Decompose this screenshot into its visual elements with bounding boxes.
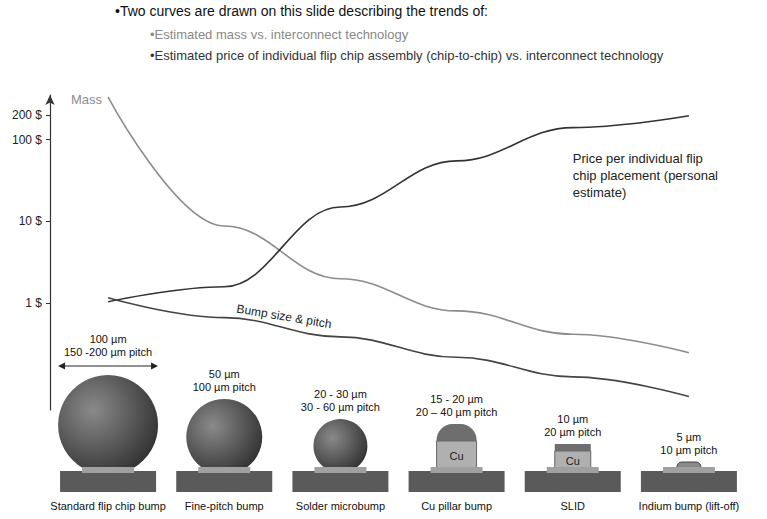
svg-text:Bump size & pitch: Bump size & pitch: [236, 302, 333, 332]
svg-text:100 µm: 100 µm: [90, 333, 127, 345]
svg-text:Indium bump (lift-off): Indium bump (lift-off): [639, 500, 740, 512]
svg-text:•Estimated mass vs. interconne: •Estimated mass vs. interconnect technol…: [150, 27, 409, 42]
svg-text:Cu: Cu: [566, 455, 580, 467]
svg-text:Fine-pitch bump: Fine-pitch bump: [185, 500, 264, 512]
svg-text:Cu pillar bump: Cu pillar bump: [421, 500, 492, 512]
svg-text:Mass: Mass: [71, 92, 103, 107]
svg-text:20 - 30 µm: 20 - 30 µm: [314, 388, 367, 400]
svg-text:20 – 40 µm pitch: 20 – 40 µm pitch: [416, 406, 498, 418]
svg-text:10 µm: 10 µm: [557, 413, 588, 425]
svg-text:SLID: SLID: [561, 500, 586, 512]
svg-text:chip placement (personal: chip placement (personal: [573, 168, 722, 183]
svg-text:estimate): estimate): [573, 185, 626, 200]
svg-text:100 µm pitch: 100 µm pitch: [193, 381, 256, 393]
svg-text:Solder microbump: Solder microbump: [296, 500, 385, 512]
svg-text:1 $: 1 $: [25, 296, 42, 310]
svg-text:15 - 20 µm: 15 - 20 µm: [430, 393, 483, 405]
svg-text:Standard flip chip bump: Standard flip chip bump: [50, 500, 166, 512]
svg-text:5 µm: 5 µm: [677, 431, 702, 443]
svg-text:50 µm: 50 µm: [209, 368, 240, 380]
svg-text:•Estimated price of individual: •Estimated price of individual flip chip…: [150, 48, 664, 63]
svg-text:200 $: 200 $: [12, 108, 42, 122]
svg-text:20 µm pitch: 20 µm pitch: [544, 426, 601, 438]
svg-text:Price per individual flip: Price per individual flip: [573, 151, 707, 166]
svg-text:Cu: Cu: [450, 450, 464, 462]
svg-text:30 - 60 µm pitch: 30 - 60 µm pitch: [301, 401, 380, 413]
svg-text:150 -200 µm pitch: 150 -200 µm pitch: [64, 346, 152, 358]
svg-text:•Two curves are drawn on this: •Two curves are drawn on this slide desc…: [115, 3, 488, 19]
svg-text:10 $: 10 $: [19, 214, 43, 228]
svg-text:10 µm pitch: 10 µm pitch: [660, 444, 717, 456]
svg-text:100 $: 100 $: [12, 133, 42, 147]
